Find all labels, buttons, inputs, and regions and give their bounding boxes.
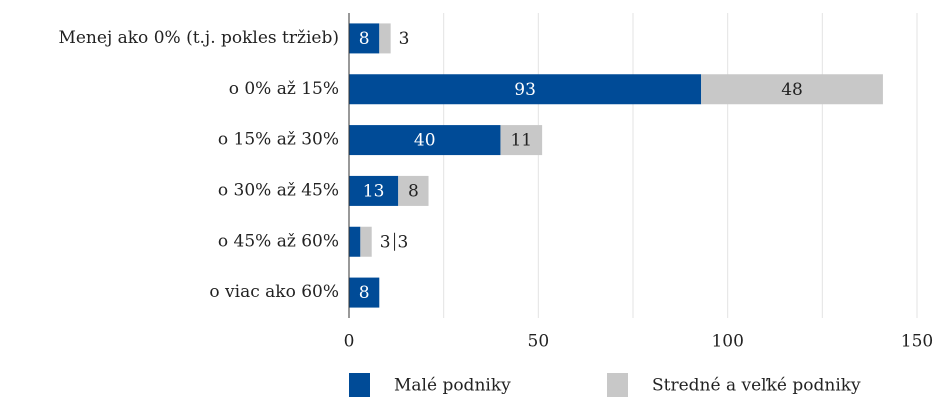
bar bbox=[349, 277, 380, 308]
data-label: 93 bbox=[514, 80, 536, 100]
legend-label: Malé podniky bbox=[394, 376, 511, 396]
y-tick-label: o 0% až 15% bbox=[229, 79, 339, 99]
y-tick-label: o 45% až 60% bbox=[218, 231, 339, 251]
x-tick-label: 100 bbox=[711, 332, 743, 352]
legend-label: Stredné a veľké podniky bbox=[652, 376, 861, 396]
bar bbox=[379, 23, 391, 54]
bar bbox=[398, 175, 429, 206]
bar bbox=[360, 226, 372, 257]
data-label: 3 bbox=[398, 232, 409, 252]
bar bbox=[349, 23, 380, 54]
data-label: 3 bbox=[380, 232, 391, 252]
bar bbox=[701, 74, 883, 105]
y-tick-label: o 15% až 30% bbox=[218, 130, 339, 150]
bar bbox=[500, 125, 543, 156]
y-tick-label: o 30% až 45% bbox=[218, 180, 339, 200]
data-label: 8 bbox=[408, 181, 419, 201]
data-label: 8 bbox=[359, 29, 370, 49]
data-label: 13 bbox=[363, 181, 385, 201]
x-tick-label: 150 bbox=[901, 332, 933, 352]
bar bbox=[349, 74, 702, 105]
x-tick-label: 50 bbox=[528, 332, 550, 352]
data-label: 11 bbox=[510, 131, 532, 151]
bar bbox=[349, 175, 399, 206]
x-tick-label: 0 bbox=[344, 332, 355, 352]
data-label: 3 bbox=[399, 29, 410, 49]
bar bbox=[349, 125, 501, 156]
y-tick-label: Menej ako 0% (t.j. pokles tržieb) bbox=[58, 28, 339, 48]
bar bbox=[349, 226, 361, 257]
y-tick-label: o viac ako 60% bbox=[209, 282, 339, 302]
legend-swatch bbox=[349, 373, 370, 397]
data-label: 48 bbox=[781, 80, 803, 100]
data-label: 40 bbox=[414, 131, 436, 151]
legend-swatch bbox=[607, 373, 628, 397]
data-label: 8 bbox=[359, 283, 370, 303]
